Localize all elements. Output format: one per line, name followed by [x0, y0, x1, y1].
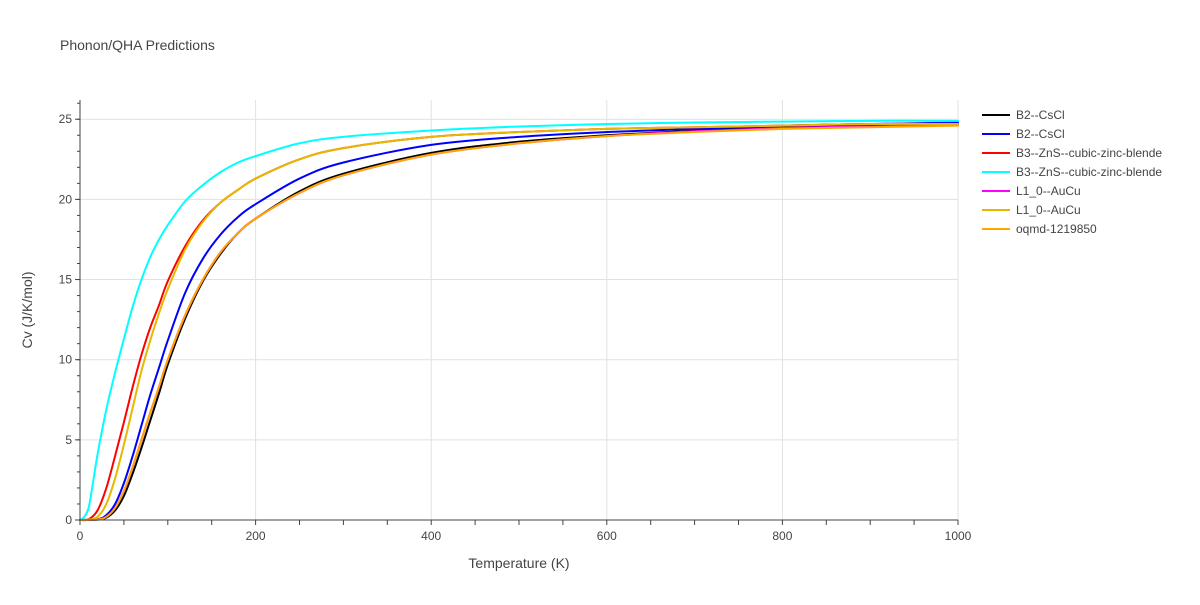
x-tick-label: 0: [77, 529, 84, 543]
legend-item[interactable]: B2--CsCl: [982, 127, 1065, 141]
y-tick-label: 15: [59, 273, 73, 287]
x-tick-label: 800: [772, 529, 792, 543]
y-axis-title: Cv (J/K/mol): [19, 272, 35, 349]
legend-label: L1_0--AuCu: [1016, 184, 1081, 198]
legend-label: L1_0--AuCu: [1016, 203, 1081, 217]
x-tick-label: 1000: [945, 529, 972, 543]
legend-item[interactable]: B3--ZnS--cubic-zinc-blende: [982, 165, 1162, 179]
legend-item[interactable]: L1_0--AuCu: [982, 184, 1081, 198]
grid-lines: [80, 100, 959, 520]
series-line-7[interactable]: [79, 124, 959, 521]
legend-item[interactable]: B3--ZnS--cubic-zinc-blende: [982, 146, 1162, 160]
legend-label: oqmd-1219850: [1016, 222, 1097, 236]
y-tick-label: 0: [65, 513, 72, 527]
chart-title: Phonon/QHA Predictions: [60, 37, 215, 53]
series-line-2[interactable]: [79, 121, 959, 521]
axes: 0 200 400 600 800 1000 0 5 10 15 20 25: [59, 100, 972, 543]
legend-item[interactable]: L1_0--AuCu: [982, 203, 1081, 217]
series-line-1[interactable]: [79, 123, 959, 521]
x-axis-title: Temperature (K): [468, 555, 569, 571]
series-lines: [79, 119, 959, 522]
legend[interactable]: B2--CsCl B2--CsCl B3--ZnS--cubic-zinc-blen…: [982, 108, 1162, 236]
y-tick-label: 20: [59, 192, 73, 206]
legend-label: B2--CsCl: [1016, 127, 1065, 141]
y-tick-label: 25: [59, 112, 73, 126]
x-tick-label: 600: [597, 529, 617, 543]
legend-label: B3--ZnS--cubic-zinc-blende: [1016, 165, 1162, 179]
x-tick-label: 400: [421, 529, 441, 543]
x-tick-label: 200: [246, 529, 266, 543]
legend-label: B2--CsCl: [1016, 108, 1065, 122]
legend-label: B3--ZnS--cubic-zinc-blende: [1016, 146, 1162, 160]
y-tick-label: 10: [59, 353, 73, 367]
series-line-4[interactable]: [79, 119, 959, 521]
series-line-6[interactable]: [79, 122, 959, 522]
y-tick-label: 5: [65, 433, 72, 447]
series-line-3[interactable]: [79, 122, 959, 522]
legend-item[interactable]: oqmd-1219850: [982, 222, 1097, 236]
series-line-5[interactable]: [79, 123, 959, 521]
legend-item[interactable]: B2--CsCl: [982, 108, 1065, 122]
